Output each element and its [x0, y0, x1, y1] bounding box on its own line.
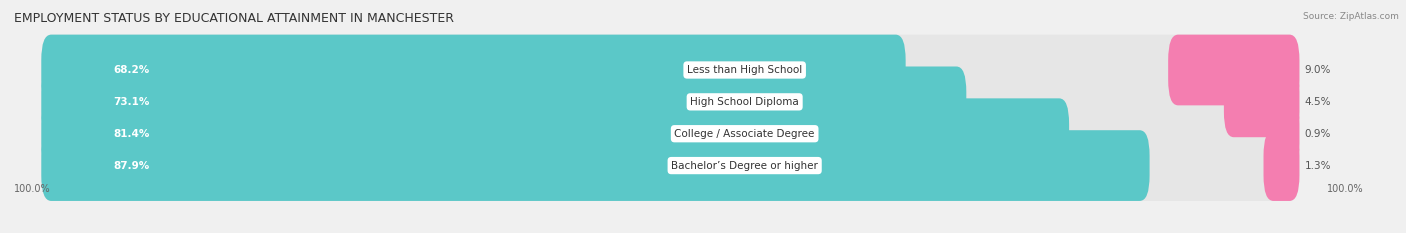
FancyBboxPatch shape	[41, 35, 1299, 105]
Text: 73.1%: 73.1%	[112, 97, 149, 107]
FancyBboxPatch shape	[1268, 98, 1299, 169]
Text: 87.9%: 87.9%	[112, 161, 149, 171]
FancyBboxPatch shape	[1168, 35, 1299, 105]
Text: Bachelor’s Degree or higher: Bachelor’s Degree or higher	[671, 161, 818, 171]
FancyBboxPatch shape	[41, 66, 1299, 137]
Text: High School Diploma: High School Diploma	[690, 97, 799, 107]
FancyBboxPatch shape	[41, 35, 905, 105]
Text: Less than High School: Less than High School	[688, 65, 803, 75]
FancyBboxPatch shape	[41, 66, 966, 137]
Text: 9.0%: 9.0%	[1305, 65, 1330, 75]
FancyBboxPatch shape	[41, 130, 1299, 201]
Text: 100.0%: 100.0%	[14, 185, 51, 195]
FancyBboxPatch shape	[41, 98, 1069, 169]
Text: 100.0%: 100.0%	[1327, 185, 1364, 195]
Text: Source: ZipAtlas.com: Source: ZipAtlas.com	[1303, 12, 1399, 21]
Text: 4.5%: 4.5%	[1305, 97, 1331, 107]
FancyBboxPatch shape	[1223, 66, 1299, 137]
Text: 81.4%: 81.4%	[112, 129, 149, 139]
FancyBboxPatch shape	[41, 130, 1150, 201]
Text: 0.9%: 0.9%	[1305, 129, 1330, 139]
Text: 68.2%: 68.2%	[112, 65, 149, 75]
Text: College / Associate Degree: College / Associate Degree	[675, 129, 815, 139]
Text: EMPLOYMENT STATUS BY EDUCATIONAL ATTAINMENT IN MANCHESTER: EMPLOYMENT STATUS BY EDUCATIONAL ATTAINM…	[14, 12, 454, 25]
FancyBboxPatch shape	[41, 98, 1299, 169]
FancyBboxPatch shape	[1264, 130, 1299, 201]
Text: 1.3%: 1.3%	[1305, 161, 1331, 171]
